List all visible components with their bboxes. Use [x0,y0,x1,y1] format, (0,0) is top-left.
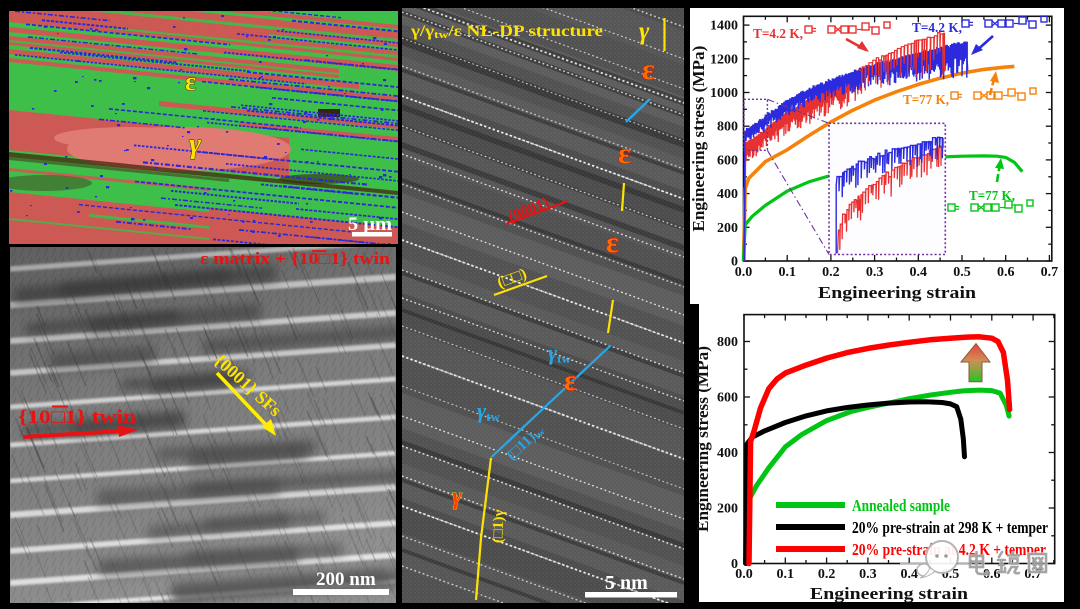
svg-text:Engineering strain: Engineering strain [810,584,969,603]
svg-text:Engineering stress (MPa): Engineering stress (MPa) [689,46,708,232]
svg-text:0.2: 0.2 [822,265,840,280]
svg-text:γ/γtw/ε NL-DP structure: γ/γ tw/ε NL-DP structure [410,23,603,41]
svg-text:200: 200 [717,221,738,236]
svg-text:Engineering stress (MPa): Engineering stress (MPa) [693,346,712,532]
svg-text:0.5: 0.5 [953,265,971,280]
svg-text:Annealed sample: Annealed sample [852,496,950,515]
svg-text:T=77 K,: T=77 K, [969,189,1015,204]
svg-text:0.1: 0.1 [778,265,796,280]
svg-text:0.4: 0.4 [900,567,918,582]
svg-text:{10□1} twin: {10□1} twin [18,407,137,428]
svg-text:T=77 K,: T=77 K, [903,93,949,108]
svg-text:600: 600 [717,153,738,168]
svg-text:0: 0 [731,255,738,270]
svg-text:0.4: 0.4 [910,265,928,280]
svg-text:0.6: 0.6 [997,265,1015,280]
svg-text:0: 0 [731,557,738,572]
svg-text:ε matrix + {10□1} twin: ε matrix + {10□1} twin [200,249,391,268]
svg-text:800: 800 [717,120,738,135]
svg-text:Engineering strain: Engineering strain [818,283,977,302]
svg-text:ε: ε [642,53,655,86]
svg-text:400: 400 [717,446,738,461]
svg-text:20% pre-strain at 298 K + temp: 20% pre-strain at 298 K + temper [852,518,1048,537]
svg-text:1400: 1400 [710,19,738,34]
svg-text:ε: ε [618,137,631,170]
svg-text:T=4.2 K,: T=4.2 K, [912,21,962,36]
svg-text:5 nm: 5 nm [605,572,648,594]
svg-text:0.3: 0.3 [866,265,884,280]
svg-text:0.1: 0.1 [777,567,795,582]
svg-text:ε: ε [606,226,619,259]
svg-text:400: 400 [717,187,738,202]
svg-text:5 μm: 5 μm [348,214,392,235]
svg-text:800: 800 [717,335,738,350]
svg-text:200: 200 [717,502,738,517]
svg-text:0.7: 0.7 [1041,265,1059,280]
svg-text:γ: γ [452,484,462,510]
svg-text:ε: ε [564,364,577,397]
svg-text:0.2: 0.2 [818,567,836,582]
svg-text:200 nm: 200 nm [316,569,376,590]
svg-text:1000: 1000 [710,86,738,101]
svg-text:(□1)γ: (□1)γ [490,509,507,543]
svg-text:ε: ε [185,67,196,96]
svg-text:γ: γ [189,128,202,160]
svg-text:0.3: 0.3 [859,567,877,582]
svg-text:T=4.2 K,: T=4.2 K, [753,27,803,42]
svg-text:1200: 1200 [710,52,738,67]
svg-text:γ: γ [639,18,650,45]
svg-text:0.0: 0.0 [735,265,753,280]
svg-text:600: 600 [717,391,738,406]
svg-text:0.0: 0.0 [735,567,753,582]
